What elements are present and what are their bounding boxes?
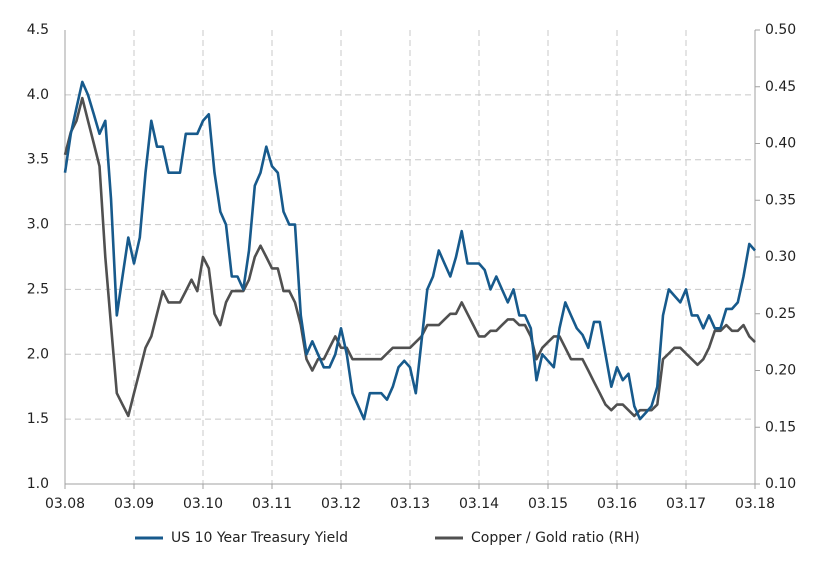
series-line [63,80,756,421]
x-tick-label: 03.17 [666,496,706,512]
y-tick-label: 1.5 [27,411,49,427]
x-tick-label: 03.15 [528,496,568,512]
y2-tick-label: 0.15 [765,419,796,435]
x-tick-label: 03.18 [735,496,775,512]
x-tick-label: 03.08 [45,496,85,512]
y2-tick-label: 0.25 [765,306,796,322]
y-tick-label: 2.5 [27,281,49,297]
y2-tick-label: 0.30 [765,249,796,265]
y2-tick-label: 0.50 [765,22,796,38]
y-tick-label: 2.0 [27,346,49,362]
y2-tick-label: 0.40 [765,136,796,152]
x-tick-label: 03.10 [183,496,223,512]
legend-label: Copper / Gold ratio (RH) [471,530,640,546]
x-tick-label: 03.11 [252,496,292,512]
y-tick-label: 3.0 [27,217,49,233]
x-tick-label: 03.12 [321,496,361,512]
y-tick-label: 1.0 [27,476,49,492]
x-tick-label: 03.14 [459,496,499,512]
y-tick-label: 4.5 [27,22,49,38]
y2-tick-label: 0.10 [765,476,796,492]
x-tick-label: 03.13 [390,496,430,512]
series-line [63,96,756,418]
x-tick-label: 03.09 [114,496,154,512]
y2-tick-label: 0.20 [765,363,796,379]
y-tick-label: 4.0 [27,87,49,103]
y2-tick-label: 0.45 [765,79,796,95]
x-tick-label: 03.16 [597,496,637,512]
y-tick-label: 3.5 [27,152,49,168]
legend-label: US 10 Year Treasury Yield [171,530,348,546]
y2-tick-label: 0.35 [765,192,796,208]
